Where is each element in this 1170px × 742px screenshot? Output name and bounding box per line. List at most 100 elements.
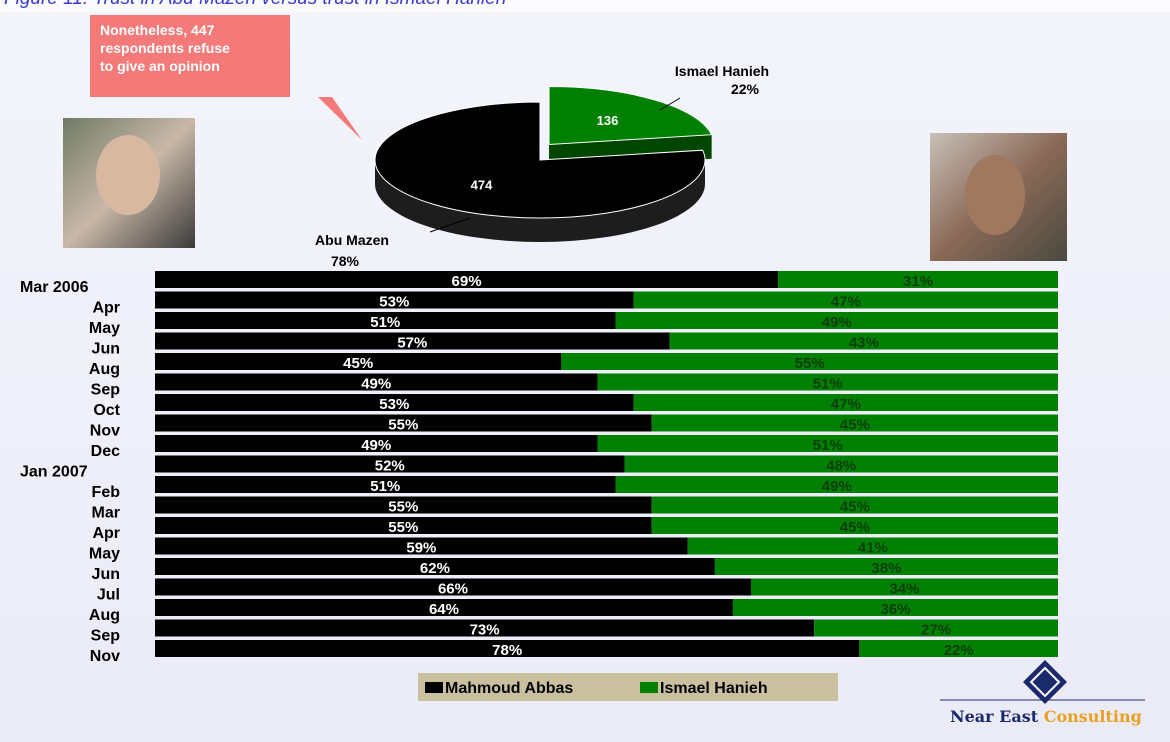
y-category-label: Nov [90,648,120,665]
bar-segment [155,619,815,637]
bar-value-label: 55% [795,355,825,372]
bar-segment [155,517,652,534]
pie-share-label: 78% [331,253,360,269]
bar-segment [155,537,688,555]
bar-segment [155,373,598,391]
logo-icon-inner [1029,666,1061,698]
bar-segment [155,476,616,493]
bar-segment [651,496,1058,514]
bar-segment [155,271,779,288]
bar-value-label: 49% [822,478,852,495]
bar-value-label: 47% [831,294,861,311]
y-category-label: May [89,320,120,337]
pie-slice [374,101,706,219]
y-category-label: Dec [91,443,120,460]
bar-value-label: 55% [388,499,418,516]
bar-value-label: 49% [361,437,391,454]
bar-segment [633,291,1058,309]
bar-value-label: 49% [361,376,391,393]
pie-value-label: 136 [597,113,619,128]
legend-label: Ismael Hanieh [660,680,768,697]
bar-value-label: 62% [420,560,450,577]
bar-value-label: 55% [388,417,418,434]
bar-segment [155,455,625,473]
bar-value-label: 64% [429,601,459,618]
pie-category-label: Abu Mazen [315,232,389,248]
photo-face [965,155,1025,235]
bar-value-label: 27% [921,622,951,639]
y-category-label: Oct [93,402,120,419]
legend-swatch [425,682,443,693]
y-category-label: Sep [91,628,121,645]
bar-segment [155,312,616,329]
bar-value-label: 34% [889,581,919,598]
bar-segment [859,640,1058,657]
bar-value-label: 45% [840,499,870,516]
bar-segment [155,558,715,575]
callout-text: to give an opinion [100,58,220,74]
bar-value-label: 73% [470,622,500,639]
pie-slice-side [375,160,705,242]
y-category-label: Apr [92,300,120,317]
bar-segment [155,394,634,411]
bar-value-label: 53% [379,294,409,311]
bar-segment [155,353,562,370]
bar-value-label: 66% [438,581,468,598]
bar-segment [669,332,1058,350]
y-category-label: Jan 2007 [20,464,88,481]
bar-value-label: 31% [903,273,933,290]
bar-segment [597,373,1058,391]
bar-value-label: 36% [880,601,910,618]
bar-segment [687,537,1058,555]
logo-icon [1023,660,1067,704]
y-category-label: Apr [92,525,120,542]
bar-segment [155,578,751,596]
y-category-label: Jul [97,587,120,604]
logo-part2: Consulting [1044,707,1142,726]
bar-value-label: 48% [826,458,856,475]
bar-segment [814,619,1058,637]
bar-segment [597,435,1058,452]
pie-category-label: Ismael Hanieh [675,63,769,79]
bar-segment [750,578,1058,596]
pie-leader [659,97,681,111]
bar-value-label: 45% [343,355,373,372]
title-band [0,0,1170,12]
bar-segment [155,496,652,514]
bar-segment [615,312,1058,329]
callout-box [90,15,290,97]
bar-value-label: 41% [858,540,888,557]
photo-face [96,135,160,215]
bar-segment [624,455,1058,473]
bar-value-label: 49% [822,314,852,331]
pie-leader [429,217,471,233]
y-category-label: Feb [92,484,121,501]
legend-label: Mahmoud Abbas [445,680,573,697]
bar-segment [651,517,1058,534]
pie-share-label: 22% [731,81,760,97]
bar-value-label: 45% [840,417,870,434]
bar-segment [778,271,1058,288]
bar-value-label: 59% [406,540,436,557]
figure-title: Figure 11: Trust in Abu Mazen versus tru… [4,0,506,9]
bar-segment [732,599,1058,616]
callout-text: respondents refuse [100,40,230,56]
bar-value-label: 51% [370,478,400,495]
bar-value-label: 53% [379,396,409,413]
logo-part1: Near East [950,707,1039,726]
bar-value-label: 55% [388,519,418,536]
bar-value-label: 78% [492,642,522,659]
bar-segment [155,291,634,309]
y-category-label: Nov [90,423,120,440]
bar-segment [633,394,1058,411]
bar-value-label: 51% [813,437,843,454]
y-category-label: Mar [92,505,120,522]
bar-segment [615,476,1058,493]
y-category-label: Aug [89,361,120,378]
pie-value-label: 474 [471,177,493,192]
bar-value-label: 43% [849,335,879,352]
bar-segment [714,558,1058,575]
bar-segment [155,414,652,432]
bar-segment [155,332,670,350]
